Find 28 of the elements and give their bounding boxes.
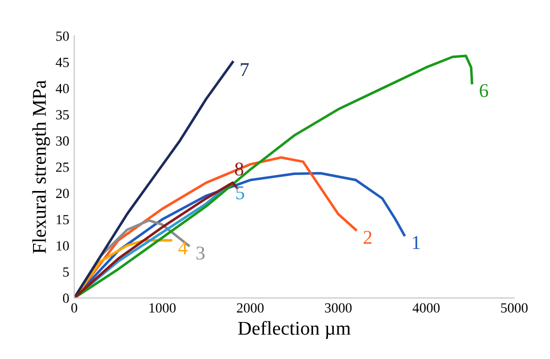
series-label: 7 [240,63,249,76]
x-tick-label: 5000 [501,303,528,313]
y-tick-label: 40 [56,84,69,94]
series-label: 3 [196,246,205,260]
y-tick-label: 50 [56,31,69,41]
x-tick-label: 1000 [150,303,176,313]
series-label: 5 [236,186,244,200]
y-tick-label: 45 [56,58,69,68]
y-tick-label: 20 [56,188,69,198]
x-tick-label: 3000 [325,303,352,313]
line-series [74,60,234,298]
x-tick-label: 2000 [236,303,264,313]
y-tick-label: 15 [56,215,69,224]
y-tick-label: 25 [56,162,69,172]
series-label: 1 [412,236,420,249]
y-tick-label: 35 [56,110,69,120]
series-label: 2 [364,230,372,244]
x-tick-label: 0 [71,303,78,313]
series-label: 6 [480,84,488,98]
y-tick-label: 10 [56,241,69,251]
y-tick-label: 30 [56,136,69,146]
y-axis-title: Flexural strength MPa [32,80,50,254]
y-tick-label: 5 [63,267,69,277]
line-series [74,54,474,298]
series-label: 4 [178,241,188,254]
y-tick-label: 0 [62,294,69,303]
x-tick-label: 4000 [412,303,440,313]
x-axis-title: Deflection µm [238,320,351,339]
